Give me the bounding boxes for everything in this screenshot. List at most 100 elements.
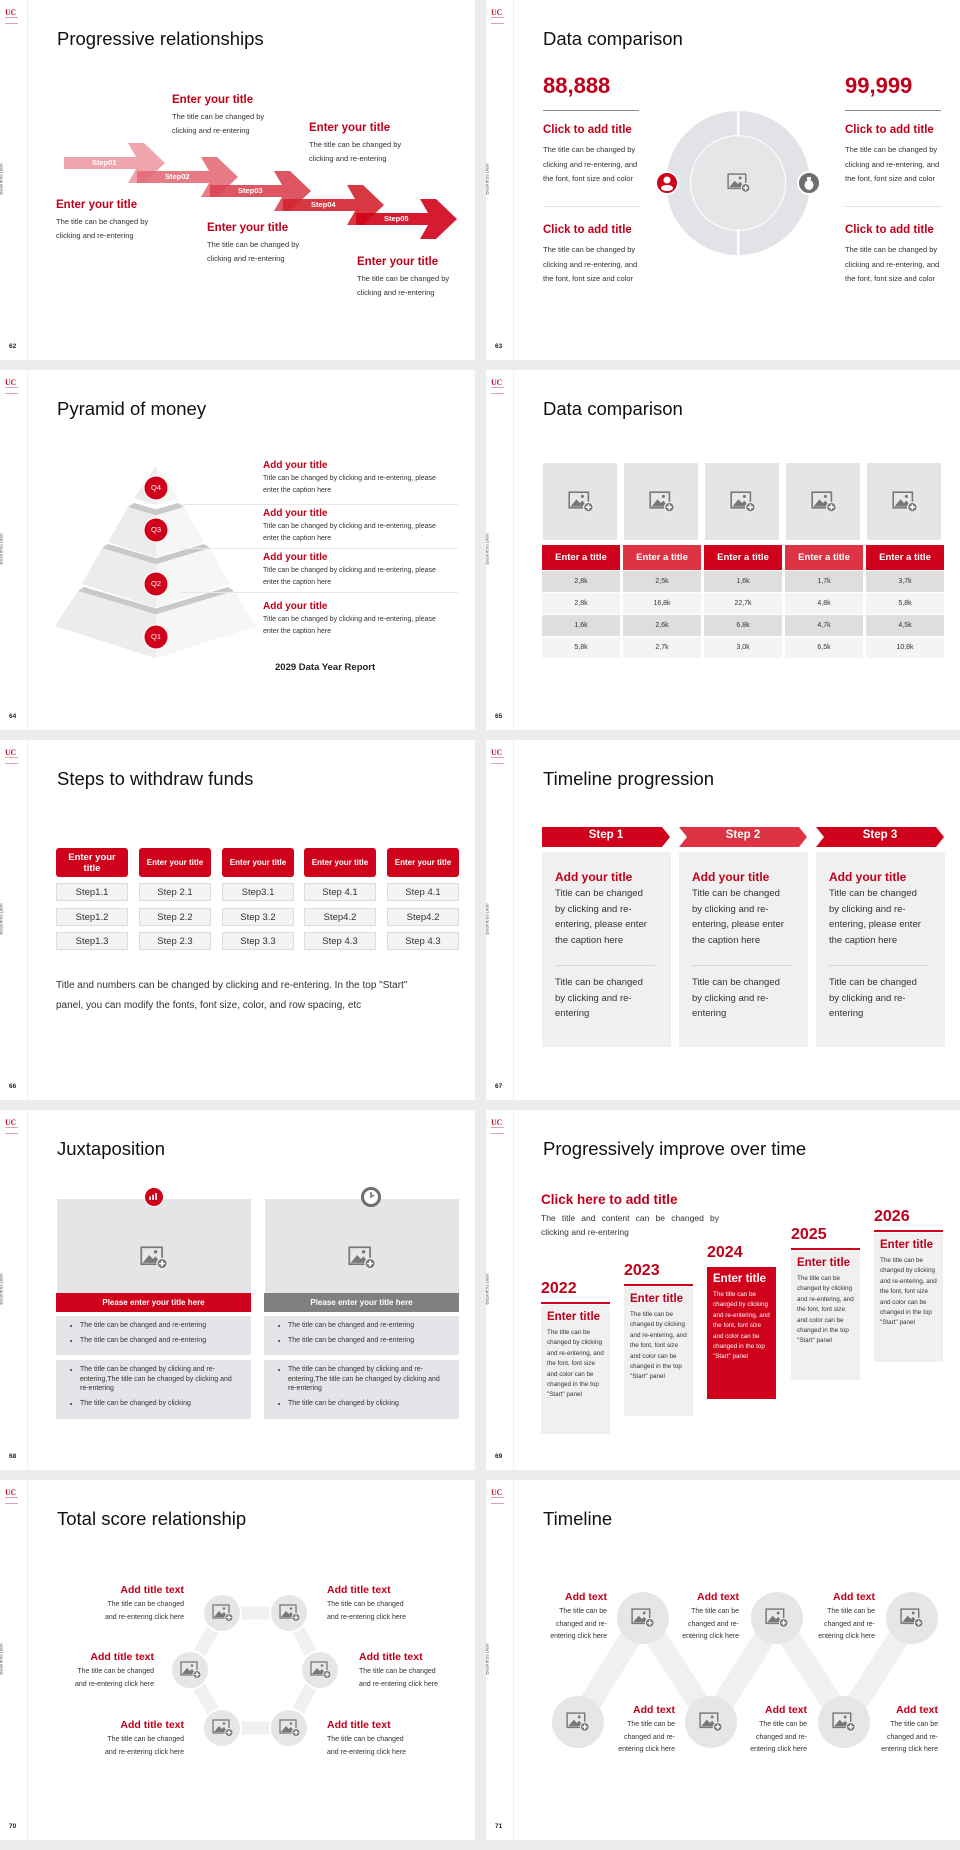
slide-thumbnail-67[interactable]: UC Business plan 67 Timeline progression Ste…: [486, 740, 960, 1100]
card-title: Enter title: [630, 1293, 684, 1305]
slide-title: Progressive relationships: [57, 28, 264, 49]
slide-thumbnail-64[interactable]: UC Business plan 64 Pyramid of money Q4 Q3 Q2 Q…: [0, 370, 475, 730]
ring-divider: [737, 110, 740, 137]
step-header[interactable]: Enter your title: [387, 848, 459, 877]
image-placeholder-icon[interactable]: [765, 1608, 789, 1628]
year-card[interactable]: Enter title The title can be changed by c…: [874, 1233, 943, 1362]
card-text: Title can be changed: [829, 977, 917, 988]
image-placeholder-icon[interactable]: [649, 491, 675, 513]
table-cell: 2,6k: [623, 615, 701, 636]
column-header[interactable]: Enter a title: [704, 545, 782, 570]
bullet-item: The title can be changed by clicking and…: [80, 1365, 233, 1394]
slide-title: Timeline: [543, 1508, 613, 1529]
year-card[interactable]: Enter title The title can be changed by c…: [791, 1251, 860, 1380]
slide-thumbnail-63[interactable]: UC Business plan 63 Data comparison 88,888 Cl…: [486, 0, 960, 360]
image-placeholder-icon[interactable]: [566, 1712, 590, 1732]
image-placeholder-icon[interactable]: [140, 1246, 169, 1270]
step-card: [679, 852, 808, 1047]
step-header[interactable]: Enter your title: [56, 848, 128, 877]
year-card-highlighted[interactable]: Enter title The title can be changed by c…: [707, 1267, 776, 1399]
step-chevron: [816, 827, 944, 847]
image-placeholder-icon[interactable]: [212, 1604, 234, 1622]
item-text: clicking and re-entering, and: [543, 159, 638, 169]
panel-title-bar[interactable]: Please enter your title here: [56, 1293, 251, 1312]
step-box[interactable]: Step4.2: [387, 907, 459, 926]
year-card[interactable]: Enter title The title can be changed by c…: [541, 1305, 610, 1434]
step-box[interactable]: Step 2.2: [139, 907, 211, 926]
item-text: The title can be: [691, 1608, 739, 1615]
slide-thumbnail-62[interactable]: UC Business plan 62 Progressive relationshi…: [0, 0, 475, 360]
image-placeholder-icon[interactable]: [279, 1604, 301, 1622]
step-box[interactable]: Step 2.3: [139, 932, 211, 950]
timeline-item: Add text The title can be changed and re-e…: [750, 1704, 807, 1757]
step-box[interactable]: Step3.1: [222, 883, 294, 901]
step-box[interactable]: Step 3.3: [222, 932, 294, 950]
column-header[interactable]: Enter a title: [866, 545, 944, 570]
column-header[interactable]: Enter a title: [623, 545, 701, 570]
step-box[interactable]: Step 2.1: [139, 883, 211, 901]
pyramid-step-top: [78, 587, 234, 615]
logo-underline: [5, 1127, 18, 1134]
slide-thumbnail-65[interactable]: UC Business plan 65 Data comparison Enter a …: [486, 370, 960, 730]
divider-line: [543, 206, 639, 207]
step-box[interactable]: Step4.2: [304, 907, 376, 926]
year-card[interactable]: Enter title The title can be changed by c…: [624, 1287, 693, 1416]
step-arrows: [64, 143, 457, 239]
slide-title: Timeline progression: [543, 768, 715, 789]
step-box[interactable]: Step 4.1: [387, 883, 459, 901]
column-header[interactable]: Enter a title: [542, 545, 620, 570]
step-box[interactable]: Step 3.2: [222, 907, 294, 926]
logo: UC: [491, 378, 502, 387]
image-placeholder-icon[interactable]: [310, 1661, 332, 1679]
slide-title: Pyramid of money: [57, 398, 207, 419]
slide-thumbnail-71[interactable]: UC Business plan 71 Timeline Add text The tit…: [486, 1480, 960, 1840]
step-box[interactable]: Step 4.1: [304, 883, 376, 901]
slide-thumbnail-69[interactable]: UC Business plan 69 Progressively improve o…: [486, 1110, 960, 1470]
image-placeholder-icon[interactable]: [699, 1712, 723, 1732]
image-placeholder[interactable]: [57, 1199, 251, 1294]
image-placeholder-icon[interactable]: [212, 1719, 234, 1737]
card-text: Title can be changed: [555, 977, 643, 988]
zigzag-timeline: [552, 1592, 938, 1748]
image-placeholder-icon[interactable]: [811, 491, 837, 513]
item-title: Add text: [633, 1704, 675, 1716]
image-placeholder-icon[interactable]: [892, 491, 918, 513]
card-text: The title can be changed by clicking and…: [880, 1257, 937, 1327]
image-placeholder-icon[interactable]: [279, 1719, 301, 1737]
slide-thumbnail-66[interactable]: UC Business plan 66 Steps to withdraw funds…: [0, 740, 475, 1100]
slide-thumbnail-68[interactable]: UC Business plan 68 Juxtaposition Please ent…: [0, 1110, 475, 1470]
panel-title-bar[interactable]: Please enter your title here: [264, 1293, 459, 1312]
year-label: 2026: [874, 1208, 910, 1225]
step-box[interactable]: Step 4.3: [387, 932, 459, 950]
column-header[interactable]: Enter a title: [785, 545, 863, 570]
step-box[interactable]: Step1.3: [56, 932, 128, 950]
item-text: and re-entering click here: [105, 1613, 184, 1621]
block-text: clicking and re-entering: [172, 126, 250, 135]
step-header[interactable]: Enter your title: [304, 848, 376, 877]
step-box[interactable]: Step1.1: [56, 883, 128, 901]
card-text: by clicking and re-: [555, 992, 632, 1004]
image-placeholder-icon[interactable]: [568, 491, 594, 513]
step-header[interactable]: Enter your title: [139, 848, 211, 877]
image-placeholder-icon[interactable]: [727, 173, 751, 193]
item-text: clicking and re-entering, and: [543, 259, 638, 269]
step-header[interactable]: Enter your title: [222, 848, 294, 877]
image-placeholder-icon[interactable]: [730, 491, 756, 513]
image-placeholder-icon[interactable]: [180, 1661, 202, 1679]
logo: UC: [5, 748, 16, 757]
level-badge: [143, 475, 169, 501]
image-placeholder-icon[interactable]: [348, 1246, 377, 1270]
image-placeholder[interactable]: [265, 1199, 459, 1294]
card-text: The title can be changed by clicking and…: [630, 1311, 687, 1381]
divider-line: [845, 110, 941, 111]
logo: UC: [5, 8, 16, 17]
item-block: Add title text The title can be changed an…: [359, 1651, 438, 1691]
image-placeholder-icon[interactable]: [832, 1712, 856, 1732]
step-box[interactable]: Step 4.3: [304, 932, 376, 950]
image-placeholder-icon[interactable]: [631, 1608, 655, 1628]
step-box[interactable]: Step1.2: [56, 907, 128, 926]
image-placeholder-icon[interactable]: [900, 1608, 924, 1628]
slide-thumbnail-70[interactable]: UC Business plan 70 Total score relationshi…: [0, 1480, 475, 1840]
item-text: entering click here: [618, 1746, 675, 1753]
block-title: Enter your title: [56, 199, 138, 211]
